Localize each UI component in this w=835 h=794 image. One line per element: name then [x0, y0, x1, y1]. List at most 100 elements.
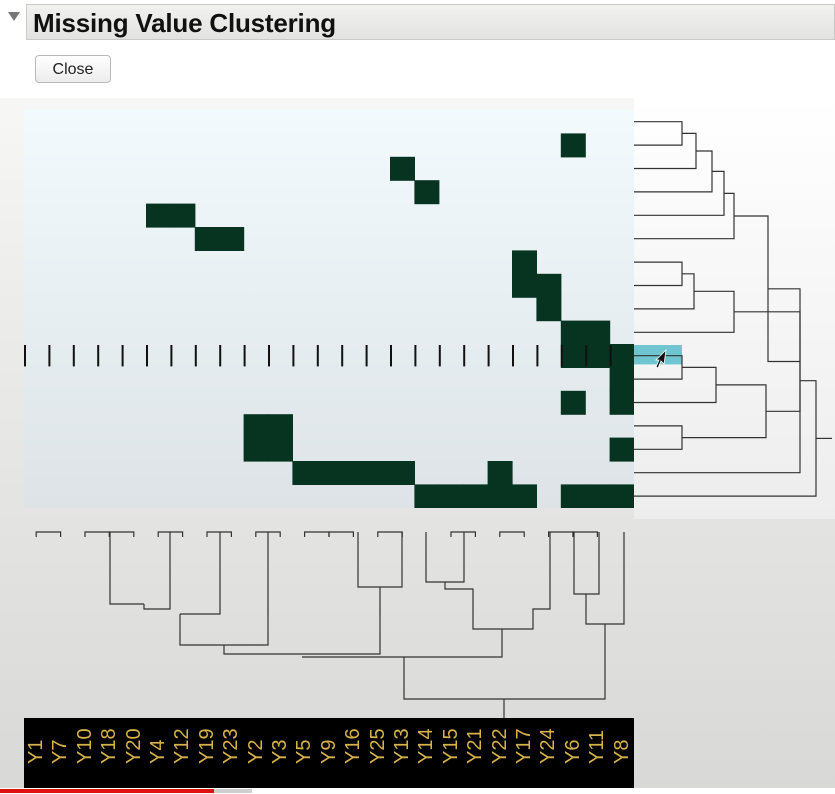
missing-cell[interactable] — [609, 390, 634, 415]
missing-cell[interactable] — [609, 484, 634, 508]
column-label[interactable]: Y4 — [146, 718, 170, 788]
missing-cell[interactable] — [365, 461, 391, 485]
disclosure-triangle-icon[interactable] — [8, 12, 20, 21]
column-dendrogram-branch — [585, 532, 625, 625]
column-dendrogram-branch — [403, 624, 606, 700]
column-label-text: Y22 — [488, 728, 511, 764]
column-label-text: Y21 — [464, 728, 487, 764]
column-label[interactable]: Y7 — [48, 718, 72, 788]
column-dendrogram-leaf-branch — [206, 531, 232, 537]
missing-cell[interactable] — [609, 344, 634, 368]
column-label[interactable]: Y15 — [439, 718, 463, 788]
missing-cell[interactable] — [585, 344, 611, 368]
column-label-text: Y8 — [610, 739, 633, 764]
column-dendrogram-branch — [444, 532, 551, 630]
column-dendrogram-leaf-branch — [548, 531, 574, 537]
missing-cell[interactable] — [243, 437, 269, 462]
missing-cell[interactable] — [316, 461, 342, 485]
close-button[interactable]: Close — [35, 55, 111, 83]
missing-cell[interactable] — [560, 484, 586, 508]
missing-cell[interactable] — [560, 320, 586, 345]
column-label[interactable]: Y2 — [244, 718, 268, 788]
column-dendrogram-leaf-branch — [499, 531, 525, 537]
column-label-text: Y18 — [98, 728, 121, 764]
column-label[interactable]: Y8 — [610, 718, 634, 788]
column-dendrogram-branch — [143, 532, 171, 610]
column-label[interactable]: Y21 — [463, 718, 487, 788]
missing-cell[interactable] — [341, 461, 367, 485]
missing-cell[interactable] — [268, 437, 293, 462]
missing-cell[interactable] — [194, 227, 220, 251]
column-label-text: Y10 — [73, 728, 96, 764]
column-label[interactable]: Y1 — [24, 718, 48, 788]
column-label[interactable]: Y19 — [195, 718, 219, 788]
missing-cell[interactable] — [536, 297, 562, 322]
progress-track — [0, 789, 252, 793]
column-dendrogram-branch — [180, 532, 221, 615]
column-label-strip: Y1 Y7 Y10 Y18 Y20 Y4 Y12 Y19 Y23 Y2 Y3 Y5 Y9 Y16 Y25 Y1… — [24, 718, 634, 788]
missing-cell[interactable] — [414, 180, 440, 205]
column-label[interactable]: Y9 — [317, 718, 341, 788]
column-dendrogram[interactable] — [24, 519, 634, 718]
missing-cell[interactable] — [512, 273, 537, 298]
column-dendrogram-leaf-branch — [304, 531, 330, 537]
column-label[interactable]: Y16 — [341, 718, 365, 788]
row-dendrogram[interactable] — [634, 98, 835, 519]
missing-cell[interactable] — [560, 133, 586, 158]
missing-cell[interactable] — [390, 461, 415, 485]
column-label-text: Y13 — [391, 728, 413, 764]
column-label[interactable]: Y3 — [268, 718, 292, 788]
column-label-text: Y19 — [195, 728, 218, 764]
missing-cell[interactable] — [487, 484, 513, 508]
column-label[interactable]: Y18 — [97, 718, 121, 788]
mouse-cursor-icon — [655, 348, 667, 369]
column-label-text: Y4 — [147, 739, 169, 764]
column-label-text: Y20 — [122, 728, 145, 764]
missing-cell[interactable] — [585, 484, 611, 508]
column-label[interactable]: Y20 — [122, 718, 146, 788]
column-label[interactable]: Y24 — [536, 718, 560, 788]
missing-cell[interactable] — [560, 390, 586, 415]
column-label[interactable]: Y10 — [73, 718, 97, 788]
missing-cell[interactable] — [512, 250, 537, 275]
column-label[interactable]: Y23 — [219, 718, 243, 788]
column-dendrogram-branch — [357, 532, 403, 588]
missing-cell[interactable] — [390, 156, 415, 181]
column-label[interactable]: Y11 — [585, 718, 609, 788]
column-label[interactable]: Y13 — [390, 718, 414, 788]
missing-cell[interactable] — [560, 344, 586, 368]
heatmap-background — [24, 110, 634, 508]
missing-cell[interactable] — [512, 484, 537, 508]
column-label[interactable]: Y6 — [561, 718, 585, 788]
column-label[interactable]: Y14 — [414, 718, 438, 788]
column-dendrogram-branch — [425, 532, 465, 583]
column-label-text: Y23 — [220, 728, 243, 764]
missing-cell[interactable] — [463, 484, 489, 508]
selected-row-highlight[interactable] — [634, 345, 682, 365]
column-label[interactable]: Y5 — [292, 718, 316, 788]
missing-cell[interactable] — [414, 484, 440, 508]
missing-cell[interactable] — [146, 203, 171, 228]
missing-cell[interactable] — [487, 461, 513, 485]
missing-cell[interactable] — [170, 203, 196, 228]
column-label-text: Y24 — [537, 728, 560, 764]
missing-cell[interactable] — [243, 414, 269, 439]
missing-cell[interactable] — [268, 414, 293, 439]
column-label[interactable]: Y22 — [488, 718, 512, 788]
column-dendrogram-leaf-branch — [35, 531, 62, 537]
missing-cell[interactable] — [609, 437, 634, 462]
missing-value-heatmap[interactable] — [24, 110, 634, 508]
missing-cell[interactable] — [292, 461, 318, 485]
missing-cell[interactable] — [219, 227, 245, 251]
missing-cell[interactable] — [536, 273, 562, 298]
column-label[interactable]: Y25 — [366, 718, 390, 788]
progress-fill — [0, 789, 215, 793]
column-label[interactable]: Y17 — [512, 718, 536, 788]
column-label-text: Y16 — [342, 728, 365, 764]
missing-cell[interactable] — [438, 484, 464, 508]
column-label-text: Y5 — [293, 739, 316, 764]
column-label[interactable]: Y12 — [170, 718, 194, 788]
column-dendrogram-leaf-branch — [84, 531, 110, 537]
missing-cell[interactable] — [609, 367, 634, 392]
missing-cell[interactable] — [585, 320, 611, 345]
